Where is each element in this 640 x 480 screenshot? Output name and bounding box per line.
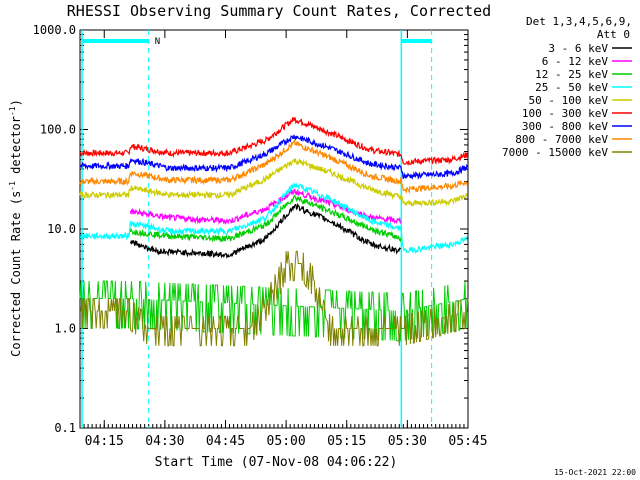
legend-header-line1: Det 1,3,4,5,6,9, [526,15,632,28]
y-axis-label-sup1: -1 [8,181,17,191]
series-line-5 [79,181,468,255]
y-tick-label: 0.1 [54,421,76,435]
x-tick-label: 04:45 [206,434,245,449]
series-line-0 [79,117,468,167]
y-axis: 0.1 1.0 10.0 100.0 1000.0 [33,23,468,435]
y-axis-label-sup2: -1 [8,106,17,116]
legend-label: 12 - 25 keV [535,68,608,81]
series-line-7 [129,202,401,259]
series-layer [79,117,469,347]
y-tick-label: 1000.0 [33,23,76,37]
series-line-2 [79,134,468,180]
night-flag-label: N [155,37,160,47]
y-axis-label-end: ) [9,99,23,106]
series-line-3 [79,157,468,208]
legend-label: 300 - 800 keV [522,120,608,133]
legend-label: 50 - 100 keV [529,94,609,107]
x-tick-label: 05:45 [448,434,487,449]
legend-label: 25 - 50 keV [535,81,608,94]
legend-label: 6 - 12 keV [542,55,609,68]
x-tick-label: 05:00 [267,434,306,449]
x-axis-label: Start Time (07-Nov-08 04:06:22) [155,455,398,470]
series-line-1 [79,138,468,195]
x-tick-label: 04:30 [145,434,184,449]
chart-title: RHESSI Observing Summary Count Rates, Co… [67,2,491,20]
y-tick-label: 10.0 [47,222,76,236]
legend-header-line2: Att 0 [597,28,630,41]
x-tick-label: 05:15 [327,434,366,449]
y-axis-label-mid: detector [9,116,23,181]
x-tick-label: 04:15 [85,434,124,449]
footer-date: 15-Oct-2021 22:00 [554,468,636,477]
x-tick-label: 05:30 [388,434,427,449]
legend-label: 3 - 6 keV [548,42,608,55]
y-tick-label: 1.0 [54,322,76,336]
y-axis-label: Corrected Count Rate (s-1 detector-1) [8,99,23,357]
x-axis: 04:15 04:30 04:45 05:00 05:15 05:30 05:45 [79,30,488,449]
y-tick-label: 100.0 [40,123,76,137]
legend-label: 7000 - 15000 keV [502,146,608,159]
plot-area: 0.1 1.0 10.0 100.0 1000.0 04:15 04:30 04:45 05:… [33,23,488,449]
series-line-6 [129,194,402,243]
series-line-olive-low [80,250,469,347]
legend-label: 800 - 7000 keV [515,133,608,146]
y-axis-label-main: Corrected Count Rate (s [9,191,23,357]
legend-label: 100 - 300 keV [522,107,608,120]
